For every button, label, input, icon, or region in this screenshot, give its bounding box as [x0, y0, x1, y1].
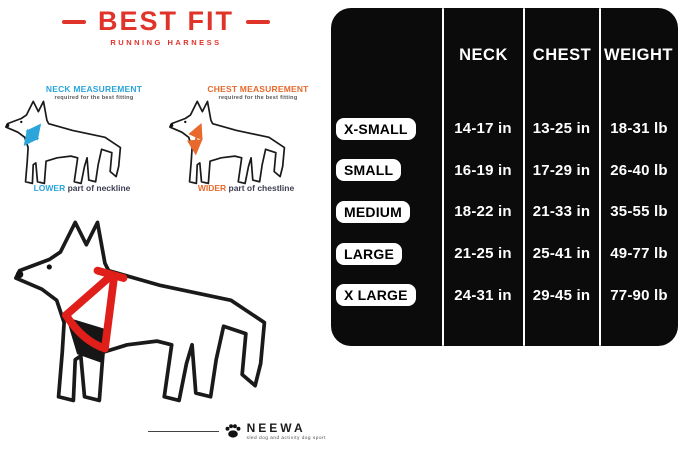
- brand-tagline: sled dog and activity dog sport: [246, 435, 326, 440]
- brand-logo: NEEWA sled dog and activity dog sport: [148, 422, 326, 441]
- chestline-caption-rest: part of chestline: [226, 183, 295, 193]
- chest-measurement-note: required for the best fitting: [218, 95, 298, 101]
- table-row: LARGE 21-25 in 25-41 in 49-77 lb: [331, 242, 678, 265]
- chestline-caption: WIDER part of chestline: [166, 183, 326, 193]
- neck-arrow: [23, 123, 42, 146]
- column-divider: [599, 8, 601, 346]
- weight-value: 18-31 lb: [610, 120, 668, 138]
- neck-value: 16-19 in: [454, 161, 512, 179]
- neck-value: 24-31 in: [454, 286, 512, 304]
- chest-measurement-title: CHEST MEASUREMENT: [207, 84, 309, 94]
- dog-outline: [5, 100, 122, 185]
- column-header-weight: WEIGHT: [604, 46, 673, 64]
- column-header-chest: CHEST: [532, 46, 592, 64]
- size-badge: MEDIUM: [336, 200, 410, 223]
- neck-value: 14-17 in: [454, 120, 512, 138]
- neckline-caption-rest: part of neckline: [65, 183, 131, 193]
- neckline-caption-em: LOWER: [33, 183, 66, 193]
- paw-icon: [225, 424, 241, 438]
- weight-value: 26-40 lb: [610, 161, 668, 179]
- neck-value: 21-25 in: [454, 245, 512, 263]
- chest-value: 21-33 in: [532, 203, 591, 221]
- dog-with-harness: [14, 220, 267, 403]
- dog-outline: [169, 100, 286, 185]
- neck-measurement-note: required for the best fitting: [54, 95, 134, 101]
- logo-divider-line: [148, 430, 219, 432]
- title-dash-left: [62, 19, 86, 24]
- size-badge: X-SMALL: [336, 117, 416, 140]
- chest-measurement-label: CHEST MEASUREMENT required for the best …: [192, 84, 324, 101]
- table-row: SMALL 16-19 in 17-29 in 26-40 lb: [331, 159, 678, 182]
- brand-name: NEEWA: [246, 421, 306, 435]
- size-badge: SMALL: [336, 159, 402, 182]
- weight-value: 49-77 lb: [610, 245, 668, 263]
- weight-value: 35-55 lb: [610, 203, 668, 221]
- chest-arrow: [186, 122, 203, 156]
- neck-value: 18-22 in: [454, 203, 512, 221]
- dog-outline: [14, 220, 267, 403]
- weight-value: 77-90 lb: [610, 286, 668, 304]
- title-row: BEST FIT: [0, 6, 332, 37]
- chestline-caption-em: WIDER: [197, 183, 227, 193]
- title-dash-right: [246, 19, 270, 24]
- chest-value: 13-25 in: [532, 120, 591, 138]
- size-badge: LARGE: [336, 242, 402, 265]
- chest-value: 29-45 in: [532, 286, 591, 304]
- neck-measurement-title: NECK MEASUREMENT: [45, 84, 143, 94]
- column-divider: [523, 8, 525, 346]
- subtitle: RUNNING HARNESS: [110, 38, 222, 47]
- neck-measurement-label: NECK MEASUREMENT required for the best f…: [28, 84, 160, 101]
- table-row: MEDIUM 18-22 in 21-33 in 35-55 lb: [331, 200, 678, 223]
- table-row: X-SMALL 14-17 in 13-25 in 18-31 lb: [331, 117, 678, 140]
- table-row: X LARGE 24-31 in 29-45 in 77-90 lb: [331, 284, 678, 307]
- size-badge: X LARGE: [336, 284, 416, 307]
- size-rows: X-SMALL 14-17 in 13-25 in 18-31 lb SMALL…: [331, 108, 678, 316]
- page-title: BEST FIT: [98, 6, 234, 36]
- harness-straps: [62, 266, 128, 353]
- neckline-caption: LOWER part of neckline: [2, 183, 162, 193]
- column-header-neck: NECK: [459, 46, 508, 64]
- column-divider: [442, 8, 444, 346]
- logo-text: NEEWA sled dog and activity dog sport: [247, 422, 326, 441]
- size-chart: NECK CHEST WEIGHT X-SMALL 14-17 in 13-25…: [331, 8, 678, 346]
- dog-chest-diagram: [169, 100, 286, 185]
- chest-value: 17-29 in: [532, 161, 591, 179]
- dog-neck-diagram: [5, 100, 122, 185]
- chest-value: 25-41 in: [532, 245, 591, 263]
